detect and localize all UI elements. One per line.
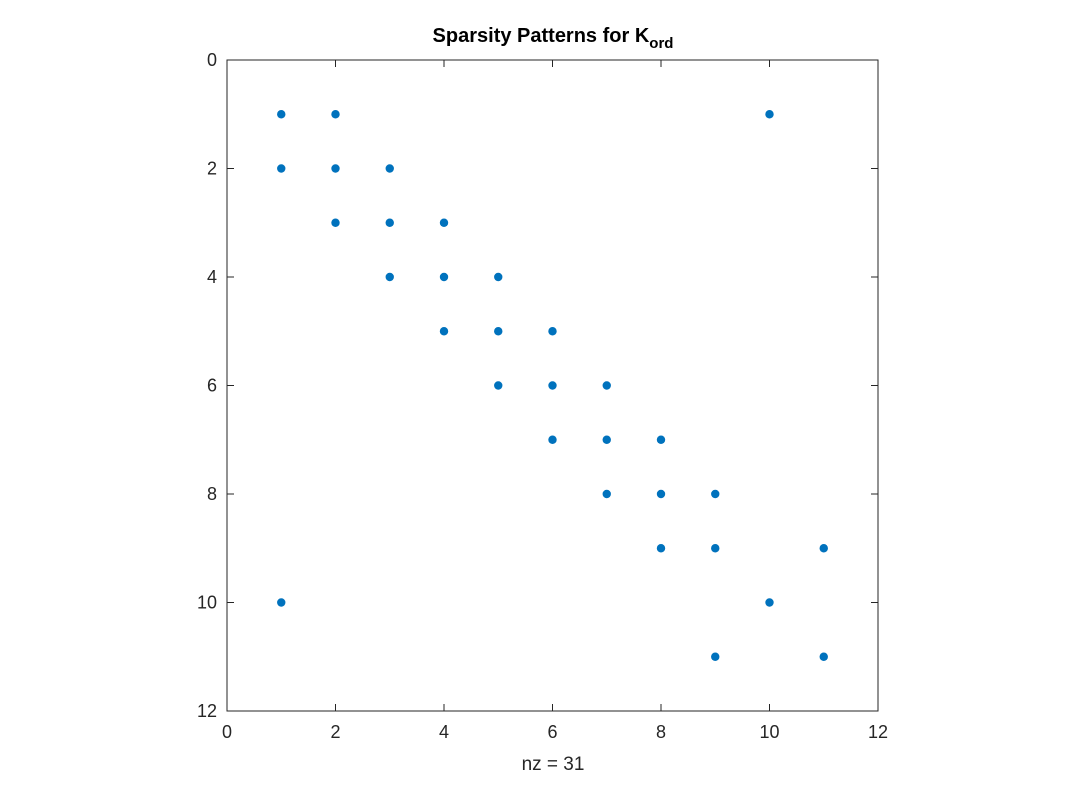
x-tick-label-1: 2	[330, 722, 340, 742]
data-point-22	[656, 489, 666, 499]
chart-title-subscript: ord	[649, 35, 673, 52]
data-point-15	[494, 381, 503, 390]
chart-title-main: Sparsity Patterns for K	[433, 25, 650, 47]
y-tick-label-1: 2	[207, 159, 217, 179]
x-tick-labels: 0 2 4 6 8 10 12	[222, 722, 888, 742]
data-point-29	[711, 652, 720, 661]
data-point-7	[385, 218, 394, 227]
data-point-11	[494, 272, 503, 282]
x-tick-label-4: 8	[656, 722, 666, 742]
data-point-16	[548, 381, 557, 390]
x-tick-label-5: 10	[759, 722, 779, 742]
chart-title: Sparsity Patterns for Kord	[433, 25, 674, 52]
x-tick-label-6: 12	[868, 722, 888, 742]
y-tick-label-0: 0	[207, 50, 217, 70]
y-tick-label-6: 12	[197, 701, 217, 721]
x-tick-label-2: 4	[439, 722, 449, 742]
y-tick-label-2: 4	[207, 267, 217, 287]
x-tick-label-3: 6	[547, 722, 557, 742]
data-point-13	[494, 327, 503, 336]
data-point-30	[819, 652, 828, 661]
data-point-3	[277, 164, 286, 173]
data-point-17	[602, 381, 611, 390]
data-point-12	[439, 327, 449, 336]
data-point-5	[385, 164, 394, 173]
data-point-23	[711, 489, 720, 499]
data-point-21	[602, 489, 611, 499]
data-point-14	[548, 327, 557, 336]
x-tick-label-0: 0	[222, 722, 232, 742]
data-point-18	[548, 435, 557, 444]
data-point-24	[656, 544, 666, 553]
data-point-0	[277, 110, 286, 119]
data-points	[277, 110, 828, 661]
data-point-25	[711, 544, 720, 553]
axis-ticks	[226, 59, 879, 712]
data-point-9	[385, 272, 394, 282]
data-point-26	[819, 544, 828, 553]
x-axis-label: nz = 31	[522, 754, 585, 775]
y-tick-labels: 0 2 4 6 8 10 12	[197, 50, 217, 721]
data-point-4	[331, 164, 340, 173]
data-point-28	[765, 598, 774, 607]
data-point-6	[331, 218, 340, 227]
data-point-1	[331, 110, 340, 119]
data-point-2	[765, 110, 774, 119]
data-point-10	[439, 272, 449, 282]
y-tick-label-5: 10	[197, 593, 217, 613]
y-tick-label-4: 8	[207, 484, 217, 504]
y-tick-label-3: 6	[207, 376, 217, 396]
data-point-19	[602, 435, 611, 444]
data-point-8	[439, 218, 449, 227]
data-point-27	[277, 598, 286, 607]
data-point-20	[656, 435, 666, 444]
